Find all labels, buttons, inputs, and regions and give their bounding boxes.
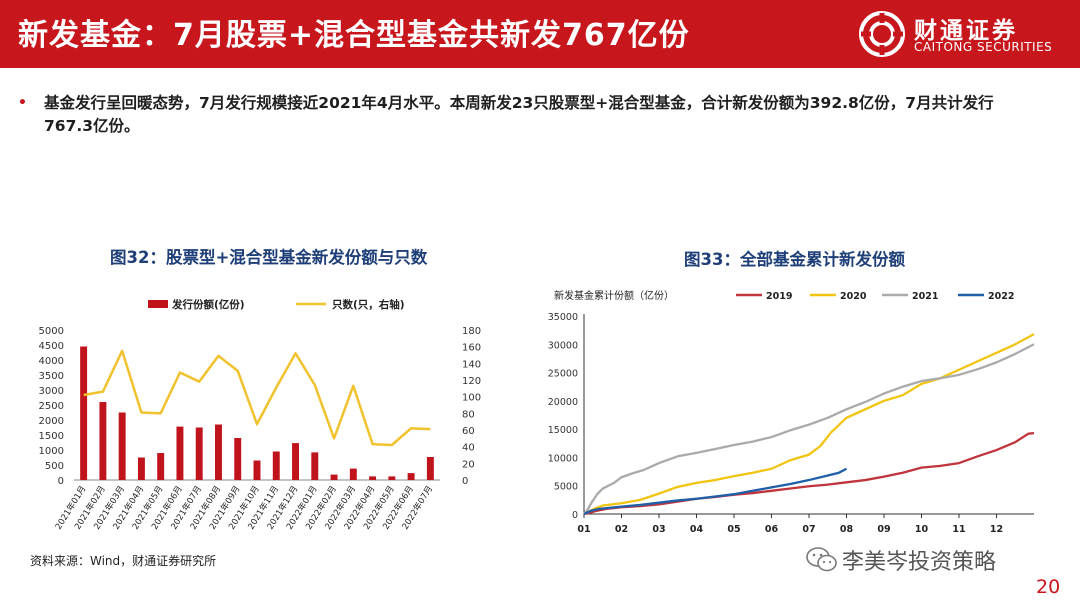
y-tick-label: 10000 — [548, 453, 578, 464]
source-note: 资料来源：Wind，财通证券研究所 — [30, 554, 217, 568]
x-tick-label: 08 — [840, 524, 854, 535]
bar-issuance — [388, 476, 396, 480]
bar-issuance — [272, 451, 280, 480]
x-tick-label: 11 — [952, 524, 965, 535]
bar-issuance — [234, 438, 242, 480]
header-bar: 新发基金：7月股票+混合型基金共新发767亿份 财通证券 CAITONG SEC… — [0, 0, 1080, 68]
y-tick-label: 30000 — [548, 340, 578, 351]
y-right-tick-label: 40 — [462, 443, 475, 454]
y-right-tick-label: 60 — [462, 426, 475, 437]
brand-name-en: CAITONG SECURITIES — [914, 40, 1053, 54]
bar-issuance — [292, 443, 299, 480]
y-right-tick-label: 180 — [462, 326, 481, 337]
y-right-tick-label: 120 — [462, 376, 481, 387]
y-tick-label: 5000 — [554, 482, 578, 493]
y-left-tick-label: 4000 — [39, 356, 64, 367]
chart33-svg: 新发基金累计份额（亿份） 2019 2020 2021 2022 0 5000 10000 15… — [548, 289, 1035, 535]
bar-issuance — [137, 457, 145, 480]
line-series-2021 — [583, 343, 1035, 515]
chart32-title: 图32：股票型+混合型基金新发份额与只数 — [110, 248, 428, 267]
caitong-logo-icon — [859, 11, 905, 57]
y-right-tick-label: 20 — [462, 459, 475, 470]
legend-label-2021: 2021 — [912, 291, 938, 302]
bar-issuance — [369, 476, 377, 480]
page-number: 20 — [1036, 576, 1061, 598]
y-right-tick-label: 100 — [462, 393, 481, 404]
y-left-tick-label: 2500 — [39, 401, 64, 412]
bar-issuance — [349, 468, 357, 480]
x-tick-label: 12 — [990, 524, 1003, 535]
legend-label-count: 只数(只，右轴) — [332, 298, 405, 311]
y-left-tick-label: 3000 — [39, 386, 64, 397]
chart32-svg: 发行份额(亿份) 只数(只，右轴)050010001500200025003000… — [39, 298, 482, 532]
wechat-icon — [806, 547, 837, 572]
y-left-tick-label: 5000 — [39, 326, 64, 337]
chart33-title: 图33：全部基金累计新发份额 — [684, 250, 905, 269]
x-tick-label: 02 — [615, 524, 628, 535]
legend-title: 新发基金累计份额（亿份） — [554, 289, 674, 302]
bar-issuance — [80, 346, 88, 480]
bar-issuance — [176, 426, 184, 480]
x-tick-label: 10 — [915, 524, 929, 535]
y-right-tick-label: 80 — [462, 409, 475, 420]
page-title: 新发基金：7月股票+混合型基金共新发767亿份 — [18, 18, 690, 53]
y-left-tick-label: 4500 — [39, 341, 64, 352]
y-left-tick-label: 1000 — [39, 446, 64, 457]
y-right-tick-label: 160 — [462, 343, 481, 354]
bar-issuance — [311, 452, 319, 480]
y-tick-label: 0 — [572, 510, 578, 521]
legend-label-issuance: 发行份额(亿份) — [171, 298, 245, 311]
y-left-tick-label: 3500 — [39, 371, 64, 382]
line-series-2020 — [583, 333, 1035, 516]
legend-swatch-issuance — [148, 300, 168, 308]
x-tick-label: 06 — [765, 524, 779, 535]
y-tick-label: 15000 — [548, 425, 578, 436]
x-tick-label: 07 — [802, 524, 815, 535]
bar-issuance — [99, 402, 107, 480]
y-right-tick-label: 140 — [462, 359, 481, 370]
bar-issuance — [426, 456, 434, 480]
legend-label-2020: 2020 — [840, 291, 867, 302]
legend-label-2022: 2022 — [988, 291, 1014, 302]
y-tick-label: 25000 — [548, 369, 578, 380]
bar-issuance — [253, 460, 261, 480]
x-tick-label: 09 — [877, 524, 890, 535]
brand-name-cn: 财通证券 — [914, 18, 1018, 44]
y-left-tick-label: 1500 — [39, 431, 64, 442]
bullet-icon: • — [18, 95, 27, 111]
summary-paragraph: • 基金发行呈回暖态势，7月发行规模接近2021年4月水平。本周新发23只股票型… — [18, 92, 1038, 138]
bar-issuance — [157, 453, 165, 480]
watermark-text: 李美岑投资策略 — [842, 550, 997, 575]
x-tick-label: 04 — [690, 524, 704, 535]
line-series-2022 — [583, 467, 848, 516]
x-tick-label: 03 — [652, 524, 665, 535]
bar-issuance — [407, 473, 415, 480]
summary-text: 基金发行呈回暖态势，7月发行规模接近2021年4月水平。本周新发23只股票型+混… — [44, 94, 994, 135]
legend-label-2019: 2019 — [766, 291, 792, 302]
x-tick-label: 05 — [727, 524, 740, 535]
y-left-tick-label: 2000 — [39, 416, 64, 427]
y-tick-label: 20000 — [548, 397, 578, 408]
bar-issuance — [215, 424, 222, 480]
watermark: 李美岑投资策略 — [806, 542, 1046, 576]
y-left-tick-label: 500 — [45, 461, 64, 472]
x-tick-label: 01 — [577, 524, 590, 535]
y-right-tick-label: 0 — [462, 476, 468, 487]
y-tick-label: 35000 — [548, 312, 578, 323]
bar-issuance — [118, 412, 126, 480]
line-series-2019 — [583, 431, 1035, 516]
bar-issuance — [195, 427, 203, 480]
bar-issuance — [330, 474, 338, 480]
y-left-tick-label: 0 — [58, 476, 64, 487]
line-fund-count — [83, 349, 431, 447]
